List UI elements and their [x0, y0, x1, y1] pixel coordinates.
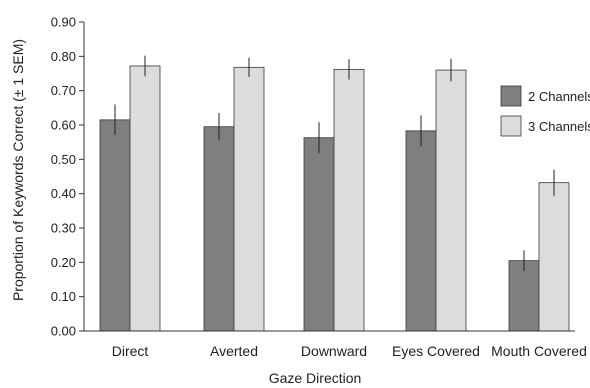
bar-two-channels	[508, 260, 540, 332]
bars	[99, 65, 570, 332]
legend-swatch	[500, 115, 522, 137]
x-category-label: Averted	[210, 343, 258, 359]
y-tick-label: 0.60	[51, 118, 76, 133]
y-tick-label: 0.40	[51, 186, 76, 201]
y-tick-label: 0.30	[51, 221, 76, 236]
y-tick-label: 0.00	[51, 324, 76, 339]
bar-three-channels	[129, 65, 161, 332]
x-axis-title: Gaze Direction	[269, 370, 362, 386]
legend: 2 Channels 3 Channels	[500, 85, 590, 137]
legend-label: 3 Channels	[528, 119, 590, 134]
y-tick-label: 0.70	[51, 83, 76, 98]
bar-two-channels	[405, 130, 437, 332]
y-tick-label: 0.50	[51, 152, 76, 167]
x-axis: Direct Averted Downward Eyes Covered Mouth C…	[84, 330, 587, 359]
bar-three-channels	[233, 66, 265, 332]
bar-two-channels	[203, 126, 235, 332]
legend-label: 2 Channels	[528, 89, 590, 104]
bar-three-channels	[435, 69, 467, 332]
x-category-label: Eyes Covered	[392, 343, 480, 359]
bar-three-channels	[538, 182, 570, 332]
y-tick-label: 0.10	[51, 289, 76, 304]
legend-swatch	[500, 85, 522, 107]
bar-two-channels	[99, 119, 131, 332]
y-tick-label: 0.90	[51, 15, 76, 30]
x-category-label: Downward	[301, 343, 367, 359]
bar-three-channels	[333, 68, 365, 332]
y-axis: 0.00 0.10 0.20 0.30 0.40 0.50 0.60 0.70 0.80 0.90	[51, 15, 85, 339]
x-category-label: Direct	[112, 343, 149, 359]
x-category-label: Mouth Covered	[491, 343, 587, 359]
error-bars	[114, 55, 555, 271]
y-tick-label: 0.20	[51, 255, 76, 270]
y-axis-title: Proportion of Keywords Correct (± 1 SEM)	[10, 39, 26, 301]
y-tick-label: 0.80	[51, 49, 76, 64]
bar-two-channels	[303, 137, 335, 332]
